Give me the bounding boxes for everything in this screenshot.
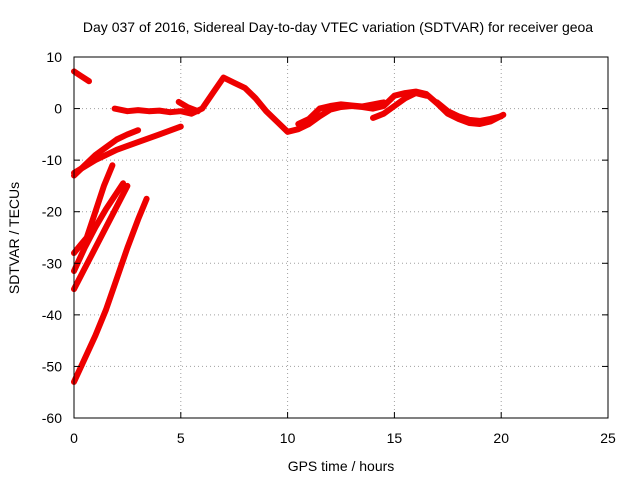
x-tick-label: 25 bbox=[600, 430, 616, 446]
plot-frame bbox=[73, 56, 609, 419]
y-tick-label: 10 bbox=[46, 49, 62, 65]
x-tick-label: 10 bbox=[280, 430, 296, 446]
series-line-arc-11 bbox=[370, 90, 430, 121]
y-tick-label: -20 bbox=[42, 204, 62, 220]
y-tick-label: -40 bbox=[42, 307, 62, 323]
data-series bbox=[71, 68, 507, 385]
y-tick-label: -50 bbox=[42, 358, 62, 374]
x-axis-label: GPS time / hours bbox=[288, 458, 395, 474]
x-tick-label: 5 bbox=[177, 430, 185, 446]
y-tick-label: -60 bbox=[42, 410, 62, 426]
axis-ticks: 0 5 10 15 20 25 -60 -50 -40 -30 -20 -10 0 10 bbox=[42, 49, 616, 446]
series-line-arc-12 bbox=[434, 99, 505, 124]
series-line-arc-8 bbox=[111, 74, 507, 135]
x-tick-label: 15 bbox=[387, 430, 403, 446]
series-line-arc-6 bbox=[71, 182, 131, 293]
series-line-arc-5 bbox=[71, 180, 127, 274]
series-line-arc-10 bbox=[295, 99, 387, 127]
y-tick-label: 0 bbox=[54, 101, 62, 117]
chart-title: Day 037 of 2016, Sidereal Day-to-day VTE… bbox=[83, 19, 593, 35]
y-tick-label: -30 bbox=[42, 255, 62, 271]
series-line-arc-3 bbox=[71, 123, 184, 176]
x-tick-label: 20 bbox=[493, 430, 509, 446]
series-line-arc-9 bbox=[175, 98, 201, 115]
series-line-arc-4 bbox=[71, 162, 116, 256]
series-line-arc-7 bbox=[71, 195, 150, 385]
y-tick-label: -10 bbox=[42, 152, 62, 168]
x-tick-label: 0 bbox=[70, 430, 78, 446]
y-axis-label: SDTVAR / TECUs bbox=[6, 182, 22, 294]
series-line-arc-1 bbox=[71, 68, 92, 85]
